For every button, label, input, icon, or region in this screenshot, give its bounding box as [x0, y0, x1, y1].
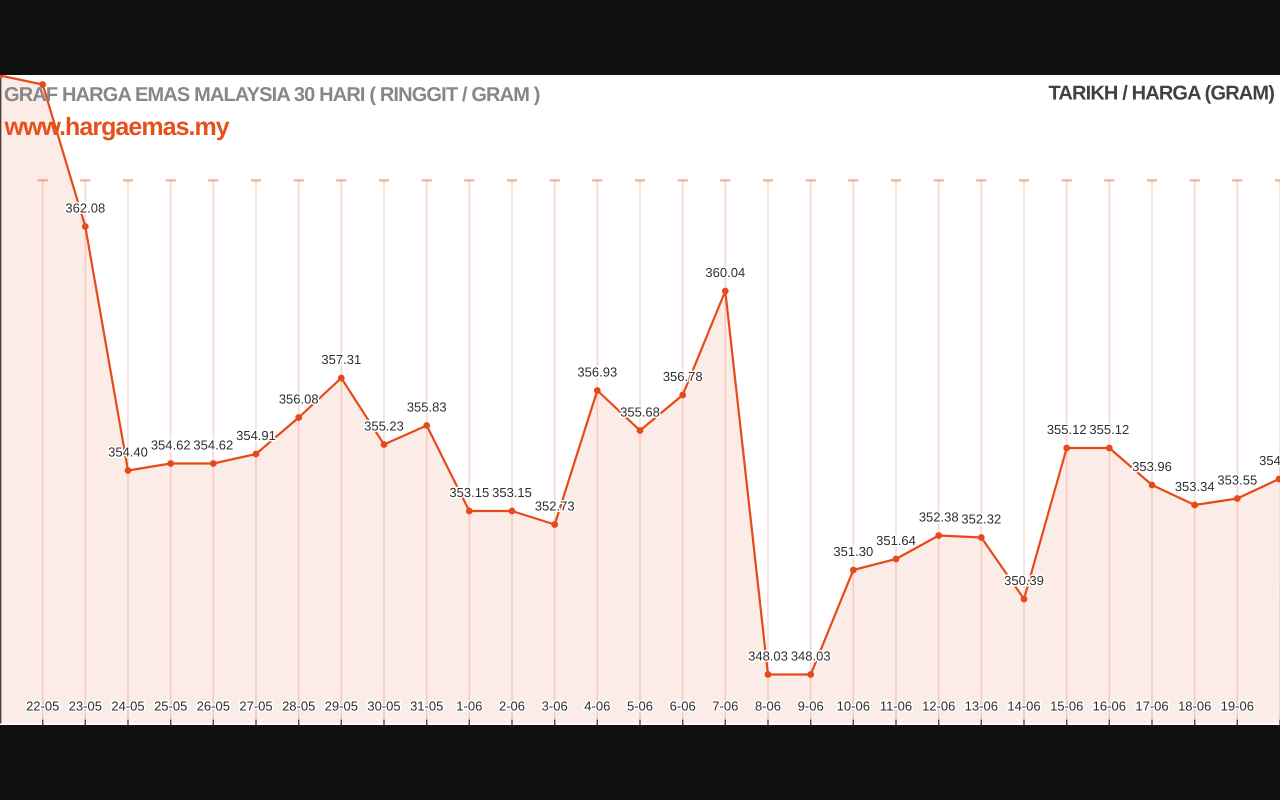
- svg-text:8-06: 8-06: [755, 699, 781, 714]
- svg-text:355.23: 355.23: [364, 419, 404, 434]
- svg-text:9-06: 9-06: [798, 699, 824, 714]
- svg-text:354.40: 354.40: [108, 445, 148, 460]
- svg-text:17-06: 17-06: [1135, 699, 1168, 714]
- svg-text:22-05: 22-05: [26, 699, 59, 714]
- svg-text:1-06: 1-06: [456, 699, 482, 714]
- svg-text:356.93: 356.93: [577, 365, 617, 380]
- svg-text:355.83: 355.83: [407, 400, 447, 415]
- svg-text:348.03: 348.03: [791, 649, 831, 664]
- svg-text:354.62: 354.62: [193, 438, 233, 453]
- svg-text:353.15: 353.15: [492, 485, 532, 500]
- svg-text:353.96: 353.96: [1132, 459, 1172, 474]
- svg-text:3-06: 3-06: [542, 699, 568, 714]
- svg-text:13-06: 13-06: [965, 699, 998, 714]
- svg-text:www.hargaemas.my: www.hargaemas.my: [4, 113, 230, 141]
- svg-text:353.55: 353.55: [1217, 473, 1257, 488]
- svg-text:31-05: 31-05: [410, 699, 443, 714]
- svg-text:TARIKH / HARGA (GRAM): TARIKH / HARGA (GRAM): [1049, 83, 1275, 105]
- svg-text:354.62: 354.62: [151, 438, 191, 453]
- svg-text:24-05: 24-05: [111, 699, 144, 714]
- svg-text:GRAF HARGA EMAS MALAYSIA 30 HA: GRAF HARGA EMAS MALAYSIA 30 HARI ( RINGG…: [4, 84, 540, 106]
- svg-text:354.16: 354.16: [1259, 453, 1280, 468]
- svg-text:350.39: 350.39: [1004, 573, 1044, 588]
- svg-text:352.38: 352.38: [919, 510, 959, 525]
- svg-text:351.64: 351.64: [876, 533, 916, 548]
- svg-text:351.30: 351.30: [833, 544, 873, 559]
- svg-text:353.15: 353.15: [449, 485, 489, 500]
- svg-text:10-06: 10-06: [837, 699, 870, 714]
- svg-text:19-06: 19-06: [1221, 699, 1254, 714]
- svg-text:352.73: 352.73: [535, 499, 575, 514]
- svg-text:6-06: 6-06: [670, 699, 696, 714]
- svg-text:354.91: 354.91: [236, 428, 276, 443]
- svg-text:360.04: 360.04: [705, 265, 745, 280]
- svg-text:12-06: 12-06: [922, 699, 955, 714]
- svg-text:357.31: 357.31: [321, 352, 361, 367]
- svg-text:355.12: 355.12: [1089, 422, 1129, 437]
- svg-text:356.78: 356.78: [663, 369, 703, 384]
- svg-text:355.12: 355.12: [1047, 422, 1087, 437]
- svg-text:11-06: 11-06: [880, 699, 912, 714]
- svg-text:16-06: 16-06: [1093, 699, 1126, 714]
- svg-text:29-05: 29-05: [325, 699, 358, 714]
- svg-text:30-05: 30-05: [367, 699, 400, 714]
- svg-text:27-05: 27-05: [239, 699, 272, 714]
- svg-text:5-06: 5-06: [627, 699, 653, 714]
- svg-text:4-06: 4-06: [584, 699, 610, 714]
- svg-text:15-06: 15-06: [1050, 699, 1083, 714]
- svg-text:348.03: 348.03: [748, 649, 788, 664]
- svg-text:28-05: 28-05: [282, 699, 315, 714]
- svg-text:26-05: 26-05: [197, 699, 230, 714]
- svg-text:18-06: 18-06: [1178, 699, 1211, 714]
- svg-text:362.08: 362.08: [65, 201, 105, 216]
- svg-text:7-06: 7-06: [712, 699, 738, 714]
- svg-text:25-05: 25-05: [154, 699, 187, 714]
- svg-text:356.08: 356.08: [279, 392, 319, 407]
- svg-text:2-06: 2-06: [499, 699, 525, 714]
- svg-text:23-05: 23-05: [69, 699, 102, 714]
- svg-text:355.68: 355.68: [620, 405, 660, 420]
- svg-text:352.32: 352.32: [961, 512, 1001, 527]
- svg-text:14-06: 14-06: [1007, 699, 1040, 714]
- svg-text:353.34: 353.34: [1175, 479, 1215, 494]
